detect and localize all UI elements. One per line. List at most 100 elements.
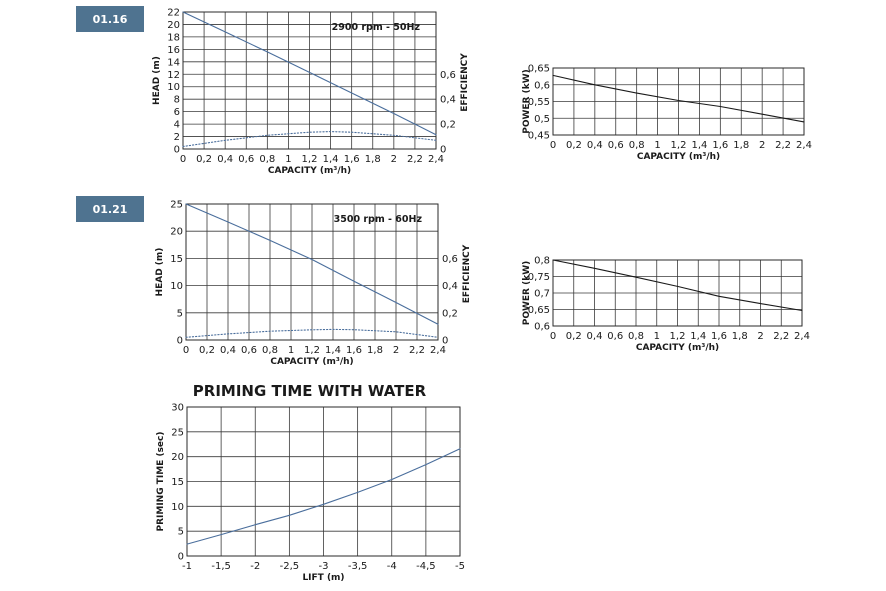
model-badge-0121: 01.21	[76, 196, 144, 222]
x-tick-label: 1,4	[325, 345, 341, 356]
y-tick-label: 0,5	[534, 114, 550, 125]
plot-frame	[552, 67, 805, 136]
x-tick-label: 0,4	[587, 331, 603, 342]
y-axis-label: HEAD (m)	[152, 56, 162, 105]
x-tick-label: 1	[285, 154, 291, 165]
x-tick-label: 0,6	[238, 154, 254, 165]
x-tick-label: 0,2	[566, 140, 582, 151]
x-tick-label: -3,5	[348, 561, 368, 572]
y-tick-label: 5	[177, 308, 183, 319]
plot-frame	[182, 11, 437, 150]
x-tick-label: 0,8	[628, 331, 644, 342]
x-tick-label: 2	[759, 140, 765, 151]
x-tick-label: 1,6	[346, 345, 362, 356]
plot-frame	[185, 203, 439, 341]
y-tick-label: 20	[171, 452, 184, 463]
y-tick-label: 10	[167, 82, 180, 93]
y2-tick-label: 0,4	[442, 281, 458, 292]
x-tick-label: 2,4	[430, 345, 446, 356]
chart-head-0121: 0 0,2 0,4 0,6 0,8 1 1,2 1,4 1,6 1,8 2 2,2 2,40510152…	[155, 200, 472, 368]
plot-frame	[186, 406, 461, 557]
x-tick-label: -2	[250, 561, 260, 572]
y-tick-label: 5	[178, 527, 184, 538]
x-tick-label: 0,6	[607, 331, 623, 342]
y2-tick-label: 0,2	[442, 308, 458, 319]
x-tick-label: 1,4	[691, 140, 707, 151]
y-tick-label: 16	[167, 45, 180, 56]
x-tick-label: 0,6	[241, 345, 257, 356]
y-tick-label: 15	[171, 477, 184, 488]
x-tick-label: 1,6	[711, 331, 727, 342]
x-tick-label: 1,8	[365, 154, 381, 165]
y-tick-label: 25	[170, 200, 183, 211]
y-axis-label: HEAD (m)	[155, 248, 165, 297]
y-axis-label: POWER (kW)	[522, 261, 532, 326]
x-tick-label: 0,2	[199, 345, 215, 356]
y-tick-label: 0,65	[528, 305, 550, 316]
y-tick-label: 25	[171, 427, 184, 438]
x-tick-label: -5	[455, 561, 465, 572]
y-tick-label: 0,65	[528, 64, 550, 75]
y-axis-label: POWER (kW)	[522, 69, 532, 134]
x-tick-label: 2	[391, 154, 397, 165]
x-tick-label: -1,5	[211, 561, 231, 572]
power-curve	[552, 74, 805, 123]
plot-frame	[552, 259, 803, 327]
x-tick-label: 0,2	[566, 331, 582, 342]
head-curve	[185, 203, 439, 325]
x-tick-label: 0,4	[587, 140, 603, 151]
y-tick-label: 20	[167, 20, 180, 31]
y2-tick-label: 0,4	[440, 95, 456, 106]
x-axis-label: CAPACITY (m³/h)	[636, 343, 719, 353]
model-badge-0116: 01.16	[76, 6, 144, 32]
y-tick-label: 4	[174, 120, 180, 131]
y-tick-label: 0,7	[534, 289, 550, 300]
x-tick-label: 0,8	[259, 154, 275, 165]
x-tick-label: 1,8	[367, 345, 383, 356]
head-curve	[182, 11, 437, 136]
y-tick-label: 18	[167, 32, 180, 43]
x-axis-label: CAPACITY (m³/h)	[637, 152, 720, 162]
y-tick-label: 0,6	[534, 322, 550, 333]
x-tick-label: 2	[393, 345, 399, 356]
x-tick-label: 1,6	[712, 140, 728, 151]
x-tick-label: -4,5	[416, 561, 436, 572]
y-tick-label: 0	[174, 145, 180, 156]
x-tick-label: 1,8	[732, 331, 748, 342]
y-tick-label: 2	[174, 132, 180, 143]
x-tick-label: 0,8	[629, 140, 645, 151]
x-tick-label: 0,4	[217, 154, 233, 165]
x-tick-label: 2,4	[794, 331, 810, 342]
x-tick-label: 0,2	[196, 154, 212, 165]
power-curve	[552, 259, 803, 312]
x-tick-label: 0	[183, 345, 189, 356]
y2-tick-label: 0,6	[442, 254, 458, 265]
x-tick-label: 2,2	[409, 345, 425, 356]
x-tick-label: -2,5	[280, 561, 300, 572]
x-tick-label: 1	[654, 331, 660, 342]
rpm-annotation: 3500 rpm - 60Hz	[334, 214, 423, 225]
y-tick-label: 0,8	[534, 256, 550, 267]
y2-tick-label: 0,2	[440, 120, 456, 131]
x-tick-label: 1,2	[671, 140, 687, 151]
x-tick-label: 1,2	[304, 345, 320, 356]
x-tick-label: 0	[550, 140, 556, 151]
chart-title: PRIMING TIME WITH WATER	[193, 382, 427, 400]
y-tick-label: 8	[174, 95, 180, 106]
x-tick-label: -4	[387, 561, 397, 572]
y-tick-label: 0	[177, 336, 183, 347]
x-tick-label: 1	[654, 140, 660, 151]
x-tick-label: -3	[319, 561, 329, 572]
y-tick-label: 10	[171, 502, 184, 513]
y-tick-label: 15	[170, 254, 183, 265]
y-tick-label: 6	[174, 107, 180, 118]
x-tick-label: 1,6	[344, 154, 360, 165]
chart-head-0116: 0 0,2 0,4 0,6 0,8 1 1,2 1,4 1,6 1,8 2 2,2 2,40246810…	[152, 8, 470, 177]
x-axis-label: LIFT (m)	[302, 573, 344, 583]
y-tick-label: 0,75	[528, 272, 550, 283]
y2-axis-label: EFFICIENCY	[462, 244, 472, 303]
y-tick-label: 30	[171, 403, 184, 414]
priming-curve	[186, 448, 461, 545]
x-tick-label: 2	[757, 331, 763, 342]
